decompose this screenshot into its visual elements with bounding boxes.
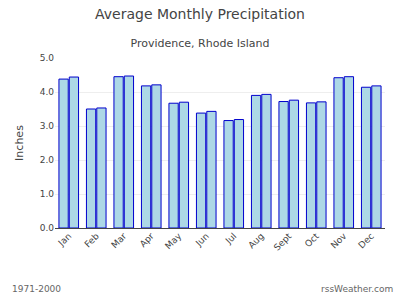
svg-text:Apr: Apr [138, 231, 156, 249]
svg-text:Dec: Dec [356, 231, 375, 250]
svg-text:Inches: Inches [13, 125, 26, 161]
svg-text:Mar: Mar [109, 231, 128, 250]
svg-text:Oct: Oct [303, 231, 321, 249]
svg-text:1.0: 1.0 [40, 189, 55, 199]
svg-text:5.0: 5.0 [40, 53, 55, 63]
svg-text:Jun: Jun [193, 231, 211, 249]
svg-text:Jan: Jan [56, 231, 74, 249]
svg-text:4.0: 4.0 [40, 87, 55, 97]
svg-text:May: May [163, 231, 184, 252]
svg-text:Feb: Feb [83, 231, 102, 250]
svg-text:Jul: Jul [223, 231, 238, 246]
svg-text:3.0: 3.0 [40, 121, 55, 131]
svg-text:0.0: 0.0 [40, 223, 55, 233]
svg-text:Aug: Aug [246, 231, 266, 251]
svg-text:Sept: Sept [272, 231, 294, 253]
svg-text:2.0: 2.0 [40, 155, 55, 165]
svg-text:Average Monthly Precipitation: Average Monthly Precipitation [95, 6, 305, 22]
svg-text:Providence, Rhode Island: Providence, Rhode Island [131, 37, 270, 50]
svg-text:1971-2000: 1971-2000 [12, 284, 61, 294]
svg-text:Nov: Nov [329, 231, 349, 251]
svg-text:rssWeather.com: rssWeather.com [321, 284, 393, 294]
